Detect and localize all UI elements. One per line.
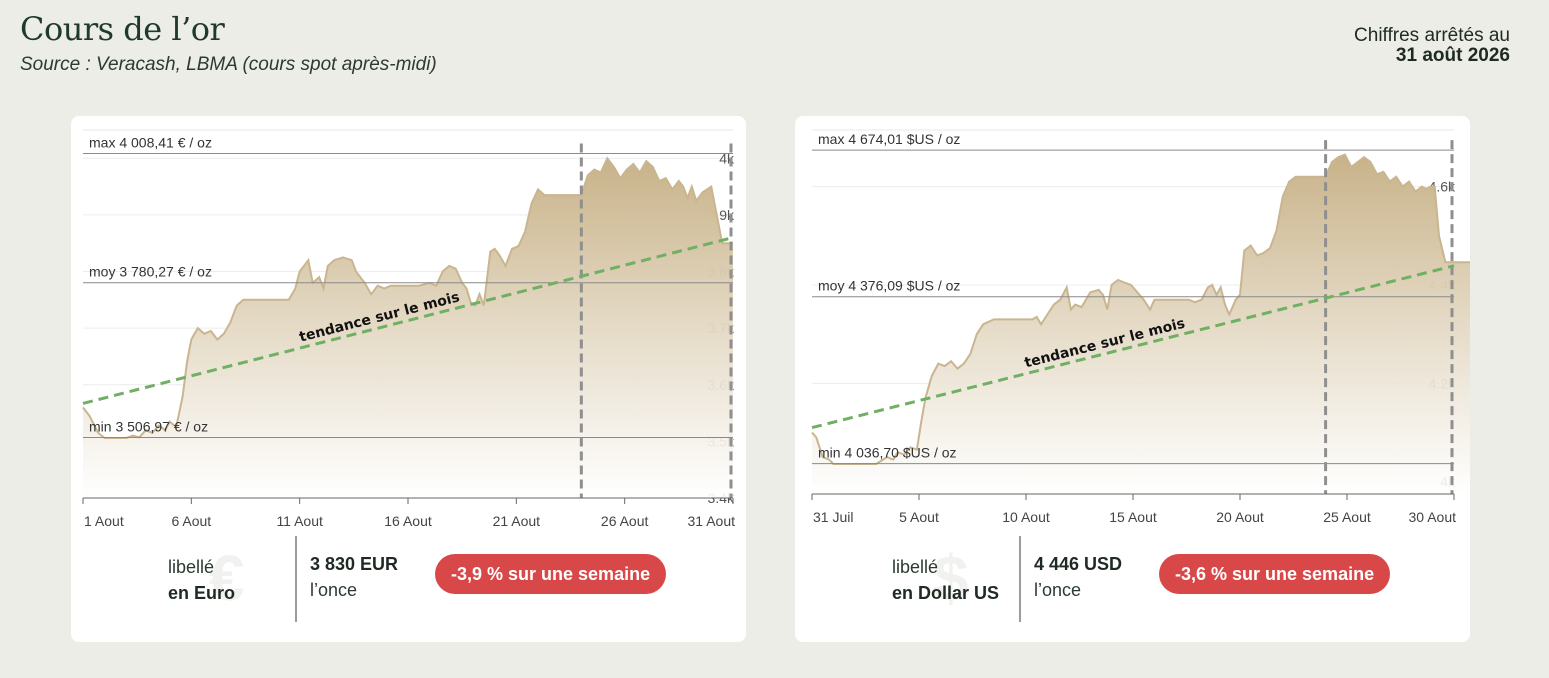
currency-label-line2: en Dollar US bbox=[892, 583, 1000, 603]
as-of-date: Chiffres arrêtés au 31 août 2026 bbox=[1354, 26, 1510, 66]
price-area bbox=[83, 158, 733, 499]
max-label: max 4 674,01 $US / oz bbox=[818, 131, 960, 147]
weekly-change-badge: -3,9 % sur une semaine bbox=[435, 554, 667, 594]
dollar-icon: $ bbox=[933, 542, 969, 614]
x-tick-label: 30 Aout bbox=[1409, 509, 1457, 525]
page-subtitle: Source : Veracash, LBMA (cours spot aprè… bbox=[20, 54, 437, 75]
price-block: 4 446 USD l’once bbox=[1034, 551, 1122, 603]
x-tick-label: 10 Aout bbox=[1002, 509, 1050, 525]
mean-label: moy 4 376,09 $US / oz bbox=[818, 278, 960, 294]
divider bbox=[295, 536, 297, 622]
min-label: min 3 506,97 € / oz bbox=[89, 418, 208, 434]
price-unit: l’once bbox=[1034, 580, 1082, 600]
euro-icon: € bbox=[209, 542, 245, 614]
mean-label: moy 3 780,27 € / oz bbox=[89, 264, 212, 280]
price-info-usd: $ libellé en Dollar US 4 446 USD l’once … bbox=[795, 536, 1470, 626]
price-line bbox=[811, 153, 1470, 465]
currency-label: libellé en Euro bbox=[168, 554, 235, 606]
as-of-label: Chiffres arrêtés au bbox=[1354, 25, 1510, 46]
x-tick-label: 16 Aout bbox=[384, 513, 432, 529]
divider bbox=[1019, 536, 1021, 622]
x-tick-label: 5 Aout bbox=[899, 509, 939, 525]
trend-line bbox=[811, 264, 1455, 430]
price-line bbox=[82, 156, 733, 439]
price-value: 3 830 EUR bbox=[310, 554, 399, 574]
weekly-change-badge: -3,6 % sur une semaine bbox=[1159, 554, 1391, 594]
price-block: 3 830 EUR l’once bbox=[310, 551, 398, 603]
x-tick-label: 21 Aout bbox=[493, 513, 541, 529]
max-label: max 4 008,41 € / oz bbox=[89, 135, 212, 151]
price-info-eur: € libellé en Euro 3 830 EUR l’once -3,9 … bbox=[71, 536, 746, 626]
x-tick-label: 6 Aout bbox=[171, 513, 211, 529]
x-tick-label: 31 Aout bbox=[688, 513, 736, 529]
x-tick-label: 1 Aout bbox=[84, 513, 124, 529]
y-tick-label: 4k bbox=[719, 150, 735, 166]
page-title: Cours de l’or bbox=[20, 10, 225, 48]
price-unit: l’once bbox=[310, 580, 358, 600]
x-tick-label: 11 Aout bbox=[276, 513, 323, 529]
x-tick-label: 26 Aout bbox=[601, 513, 649, 529]
price-area bbox=[812, 154, 1470, 494]
currency-label-line2: en Euro bbox=[168, 583, 236, 603]
x-tick-label: 31 Juil bbox=[813, 509, 853, 525]
min-label: min 4 036,70 $US / oz bbox=[818, 445, 957, 461]
as-of-date-value: 31 août 2026 bbox=[1395, 45, 1510, 66]
x-tick-label: 20 Aout bbox=[1216, 509, 1264, 525]
x-tick-label: 15 Aout bbox=[1109, 509, 1157, 525]
x-tick-label: 25 Aout bbox=[1323, 509, 1371, 525]
currency-label: libellé en Dollar US bbox=[892, 554, 999, 606]
price-value: 4 446 USD bbox=[1034, 554, 1123, 574]
currency-label-line1: libellé bbox=[892, 557, 939, 577]
currency-label-line1: libellé bbox=[168, 557, 215, 577]
